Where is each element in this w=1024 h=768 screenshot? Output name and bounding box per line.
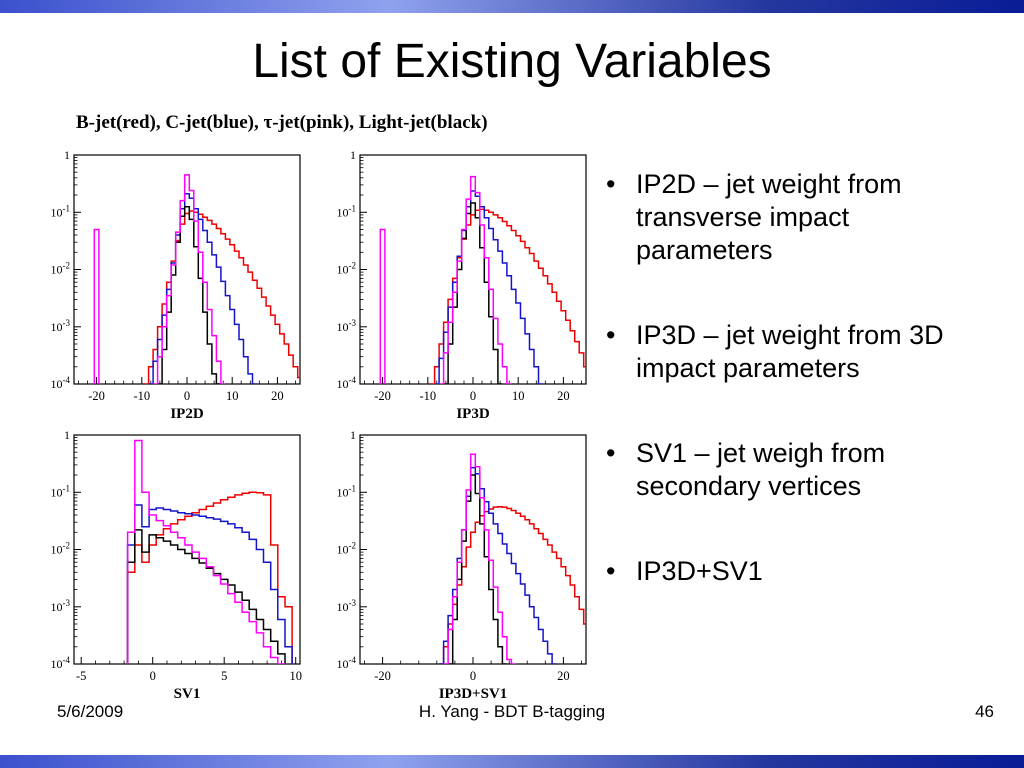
svg-text:0: 0 [470,669,476,683]
svg-text:IP3D: IP3D [456,406,490,422]
bullet-list: IP2D – jet weight from transverse impact… [600,168,980,588]
svg-text:10-3: 10-3 [51,598,71,614]
svg-text:10-1: 10-1 [337,203,357,219]
svg-text:10-1: 10-1 [51,483,71,499]
sv1-histogram: 1 10-1 10-2 10-3 10-4 -5 0 5 10 SV1 [51,428,302,702]
svg-text:5: 5 [221,669,227,683]
svg-text:1: 1 [64,428,70,442]
chart-panel-sv1: 1 10-1 10-2 10-3 10-4 -5 0 5 10 SV1 [24,426,310,706]
svg-text:-5: -5 [76,669,86,683]
svg-text:-20: -20 [374,389,391,403]
footer-date: 5/6/2009 [57,702,124,721]
bullet-list-container: IP2D – jet weight from transverse impact… [600,168,980,640]
svg-text:10-2: 10-2 [51,541,71,557]
jet-color-legend: B-jet(red), C-jet(blue), τ-jet(pink), Li… [76,112,488,133]
svg-text:SV1: SV1 [174,686,201,702]
svg-text:10-4: 10-4 [337,655,357,671]
svg-text:-10: -10 [419,389,436,403]
svg-text:10-4: 10-4 [51,375,71,391]
svg-text:-20: -20 [374,669,391,683]
svg-text:IP3D+SV1: IP3D+SV1 [439,686,508,702]
chart-panel-ip3dsv1: 1 10-1 10-2 10-3 10-4 -20 0 20 IP3D+SV1 [310,426,596,706]
page-title: List of Existing Variables [252,35,772,88]
chart-grid: 1 10-1 10-2 10-3 10-4 -20 -10 0 10 20 IP2D 1 10-1 10… [24,146,596,706]
bullet-item-sv1: SV1 – jet weigh from secondary vertices [600,437,980,503]
footer-page-number: 46 [975,702,994,721]
svg-text:10-4: 10-4 [337,375,357,391]
bullet-item-ip3d: IP3D – jet weight from 3D impact paramet… [600,319,980,385]
svg-text:10-3: 10-3 [337,598,357,614]
svg-text:-20: -20 [88,389,105,403]
top-border-bar [0,0,1024,13]
svg-text:10-4: 10-4 [51,655,71,671]
svg-text:10-3: 10-3 [337,318,357,334]
ip2d-histogram: 1 10-1 10-2 10-3 10-4 -20 -10 0 10 20 IP2D [51,148,301,422]
svg-text:10: 10 [226,389,239,403]
svg-text:IP2D: IP2D [170,406,204,422]
svg-text:0: 0 [470,389,476,403]
svg-text:1: 1 [350,428,356,442]
svg-text:0: 0 [150,669,156,683]
ip3d-histogram: 1 10-1 10-2 10-3 10-4 -20 -10 0 10 20 IP3D [337,148,587,422]
svg-text:10-1: 10-1 [51,203,71,219]
bottom-border-bar [0,755,1024,768]
footer-author-title: H. Yang - BDT B-tagging [418,702,606,721]
svg-text:10-2: 10-2 [51,261,71,277]
svg-text:10: 10 [512,389,525,403]
svg-text:10-2: 10-2 [337,541,357,557]
svg-text:10-3: 10-3 [51,318,71,334]
svg-text:20: 20 [557,389,570,403]
bullet-item-ip3dsv1: IP3D+SV1 [600,555,980,588]
chart-panel-ip2d: 1 10-1 10-2 10-3 10-4 -20 -10 0 10 20 IP2D [24,146,310,426]
svg-text:0: 0 [184,389,190,403]
svg-text:20: 20 [271,389,284,403]
svg-text:-10: -10 [133,389,150,403]
chart-panel-ip3d: 1 10-1 10-2 10-3 10-4 -20 -10 0 10 20 IP3D [310,146,596,426]
svg-text:10: 10 [289,669,302,683]
slide-footer: 5/6/2009 H. Yang - BDT B-tagging 46 [0,702,1024,726]
bullet-item-ip2d: IP2D – jet weight from transverse impact… [600,168,980,267]
svg-text:10-2: 10-2 [337,261,357,277]
svg-text:20: 20 [557,669,570,683]
svg-text:1: 1 [350,148,356,162]
svg-text:1: 1 [64,148,70,162]
ip3d-sv1-histogram: 1 10-1 10-2 10-3 10-4 -20 0 20 IP3D+SV1 [337,428,587,702]
svg-text:10-1: 10-1 [337,483,357,499]
